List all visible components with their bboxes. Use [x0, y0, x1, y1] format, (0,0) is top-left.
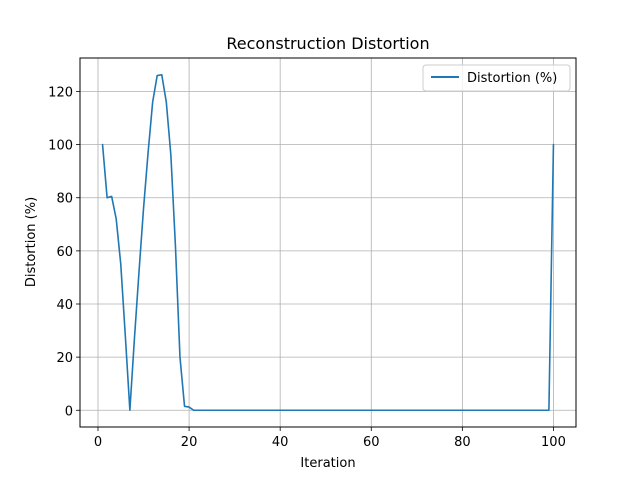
- y-tick-label: 20: [56, 351, 73, 366]
- y-tick-label: 120: [48, 85, 73, 100]
- y-axis-ticks: 0 20 40 60 80 100 120: [48, 85, 80, 419]
- y-tick-label: 0: [65, 404, 73, 419]
- x-tick-label: 100: [541, 435, 566, 450]
- y-tick-label: 40: [56, 298, 73, 313]
- x-tick-label: 40: [272, 435, 289, 450]
- chart-title: Reconstruction Distortion: [226, 34, 429, 53]
- legend: Distortion (%): [422, 64, 571, 92]
- x-axis-label: Iteration: [300, 456, 355, 471]
- y-axis-label: Distortion (%): [24, 197, 39, 287]
- series-layer: [101, 73, 555, 412]
- legend-label: Distortion (%): [467, 71, 557, 86]
- y-tick-label: 60: [56, 245, 73, 260]
- x-axis-ticks: 0 20 40 60 80 100: [94, 427, 566, 450]
- y-tick-label: 100: [48, 139, 73, 154]
- y-tick-label: 80: [56, 192, 73, 207]
- x-tick-label: 20: [181, 435, 198, 450]
- grid-lines: [80, 58, 576, 427]
- x-tick-label: 80: [454, 435, 471, 450]
- legend-box: [422, 64, 571, 92]
- plot-frame: [79, 57, 577, 428]
- series-line-distortion: [101, 73, 555, 412]
- x-tick-label: 0: [94, 435, 102, 450]
- x-tick-label: 60: [363, 435, 380, 450]
